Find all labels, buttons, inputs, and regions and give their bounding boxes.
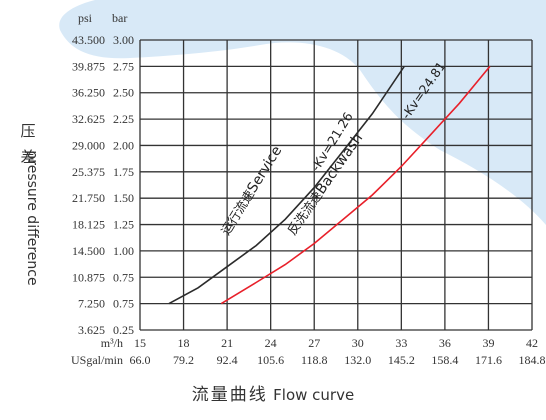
y-tick-label-psi: 18.125 xyxy=(72,218,105,232)
chart-title: 流量曲线 Flow curve xyxy=(0,380,546,405)
y-tick-label-bar: 1.00 xyxy=(113,244,134,258)
x2-tick-label-usgal: 171.6 xyxy=(475,353,502,367)
x-tick-label-m3h: 24 xyxy=(265,336,277,350)
x-tick-label-m3h: 21 xyxy=(221,336,233,350)
y-tick-label-bar: 2.50 xyxy=(113,86,134,100)
unit-label-psi: psi xyxy=(78,11,93,25)
y-tick-label-psi: 14.500 xyxy=(72,244,105,258)
x2-tick-label-usgal: 66.0 xyxy=(130,353,151,367)
series-line-service xyxy=(168,65,405,305)
x2-tick-label-usgal: 184.8 xyxy=(519,353,546,367)
x2-tick-label-usgal: 158.4 xyxy=(431,353,458,367)
x-tick-label-m3h: 39 xyxy=(482,336,494,350)
x2-tick-label-usgal: 105.6 xyxy=(257,353,284,367)
x-tick-label-m3h: 42 xyxy=(526,336,538,350)
y-tick-label-psi: 3.625 xyxy=(78,323,105,337)
x2-tick-label-usgal: 92.4 xyxy=(217,353,238,367)
y-tick-label-psi: 29.000 xyxy=(72,138,105,152)
x-axis-label-m3h: m³/h xyxy=(101,336,123,350)
y-tick-label-bar: 0.75 xyxy=(113,270,134,284)
y-tick-label-bar: 1.25 xyxy=(113,218,134,232)
x-tick-label-m3h: 27 xyxy=(308,336,320,350)
y-axis-label-cn: 压差 xyxy=(20,122,36,166)
unit-label-bar: bar xyxy=(112,11,127,25)
x-tick-label-m3h: 15 xyxy=(134,336,146,350)
y-tick-label-psi: 7.250 xyxy=(78,297,105,311)
y-tick-label-psi: 43.500 xyxy=(72,33,105,47)
x-tick-label-m3h: 36 xyxy=(439,336,451,350)
y-axis-label-en: pressure difference xyxy=(24,150,40,286)
chart-title-cn: 流量曲线 xyxy=(191,385,268,405)
y-tick-label-psi: 21.750 xyxy=(72,191,105,205)
y-tick-label-psi: 32.625 xyxy=(72,112,105,126)
y-tick-label-bar: 1.50 xyxy=(113,191,134,205)
y-tick-label-bar: 0.75 xyxy=(113,297,134,311)
series-line-backwash xyxy=(220,65,491,305)
chart-grid xyxy=(139,39,533,331)
y-tick-label-bar: 2.75 xyxy=(113,59,134,73)
x-tick-label-m3h: 33 xyxy=(395,336,407,350)
y-tick-label-psi: 39.875 xyxy=(72,59,105,73)
x2-tick-label-usgal: 79.2 xyxy=(173,353,194,367)
chart-title-en: Flow curve xyxy=(273,386,355,404)
y-tick-label-bar: 1.75 xyxy=(113,165,134,179)
y-tick-label-bar: 2.00 xyxy=(113,138,134,152)
x-axis-label-usgal: USgal/min xyxy=(71,353,123,367)
y-tick-label-bar: 2.25 xyxy=(113,112,134,126)
y-tick-label-bar: 3.00 xyxy=(113,33,134,47)
x-tick-label-m3h: 18 xyxy=(178,336,190,350)
chart-series xyxy=(168,65,491,305)
background-wave xyxy=(59,0,546,225)
axis-ticks: psi bar 3.625 0.25 7.250 0.75 10.875 0.75 14.500… xyxy=(71,11,546,367)
y-tick-label-psi: 36.250 xyxy=(72,86,105,100)
y-tick-label-psi: 10.875 xyxy=(72,270,105,284)
x2-tick-label-usgal: 132.0 xyxy=(344,353,371,367)
y-tick-label-psi: 25.375 xyxy=(72,165,105,179)
x-tick-label-m3h: 30 xyxy=(352,336,364,350)
x2-tick-label-usgal: 118.8 xyxy=(301,353,328,367)
y-tick-label-bar: 0.25 xyxy=(113,323,134,337)
x2-tick-label-usgal: 145.2 xyxy=(388,353,415,367)
